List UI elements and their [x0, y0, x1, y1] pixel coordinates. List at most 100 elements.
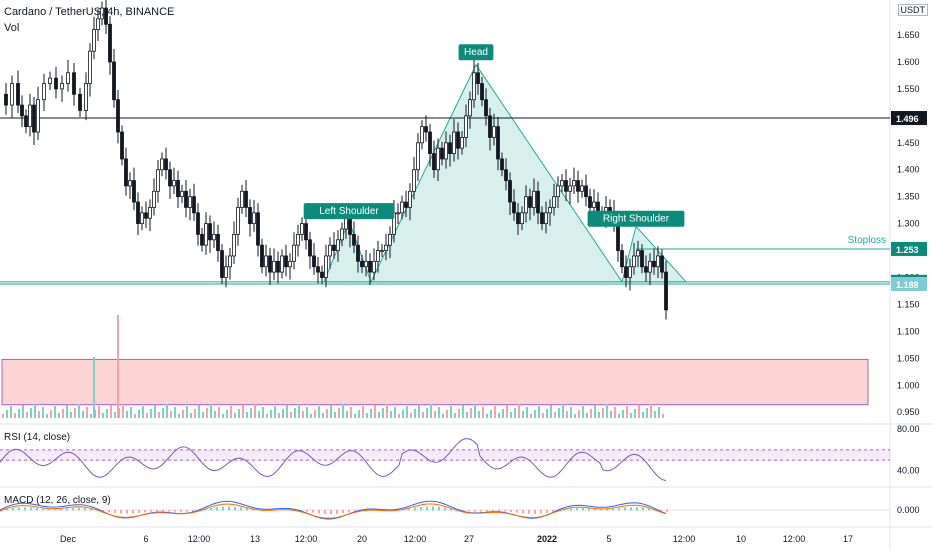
- volume-bar: [86, 407, 88, 418]
- macd-hist: [66, 508, 68, 511]
- volume-bar: [46, 414, 48, 418]
- volume-bar: [170, 411, 172, 418]
- candle-body: [196, 212, 200, 235]
- candle-body: [228, 255, 232, 268]
- volume-bar: [422, 412, 424, 418]
- volume-bar: [358, 410, 360, 418]
- macd-hist: [516, 510, 518, 513]
- candle-body: [420, 126, 424, 144]
- candle-body: [412, 169, 416, 192]
- volume-bar: [326, 409, 328, 418]
- macd-hist: [150, 510, 152, 512]
- volume-bar: [530, 414, 532, 418]
- macd-hist: [126, 510, 128, 514]
- volume-bar: [406, 406, 408, 418]
- volume-bar: [30, 408, 32, 418]
- macd-hist: [228, 506, 230, 511]
- volume-bar: [478, 411, 480, 418]
- volume-bar: [566, 411, 568, 418]
- candle-body: [628, 266, 632, 278]
- volume-bar: [270, 410, 272, 418]
- candle-body: [84, 83, 88, 111]
- macd-hist: [48, 508, 50, 511]
- volume-bar: [486, 414, 488, 418]
- volume-bar: [434, 411, 436, 418]
- volume-bar: [514, 408, 516, 418]
- time-tick-label: 12:00: [404, 534, 427, 544]
- candle-body: [340, 228, 344, 241]
- macd-hist: [348, 510, 350, 513]
- time-tick-label: 5: [606, 534, 611, 544]
- volume-bar: [510, 412, 512, 418]
- candle-body: [516, 212, 520, 225]
- candle-body: [108, 23, 112, 63]
- macd-hist: [24, 507, 26, 511]
- candle-body: [664, 271, 668, 311]
- candle-body: [400, 201, 404, 214]
- candle-body: [648, 260, 652, 273]
- candle-body: [10, 83, 14, 106]
- annotation-head: Head: [464, 47, 488, 58]
- candle-body: [316, 266, 320, 273]
- candle-body: [380, 250, 384, 252]
- candle-body: [464, 115, 468, 138]
- macd-hist: [138, 510, 140, 513]
- candle-body: [220, 250, 224, 278]
- candle-body: [536, 190, 540, 214]
- volume-bar: [586, 413, 588, 418]
- candle-body: [128, 180, 132, 187]
- candle-body: [644, 266, 648, 273]
- macd-hist: [120, 510, 122, 514]
- macd-hist: [570, 508, 572, 511]
- price-label-box: [891, 241, 927, 256]
- volume-bar: [178, 414, 180, 418]
- candle-body: [172, 180, 176, 187]
- candle-body: [112, 61, 116, 101]
- macd-hist: [72, 508, 74, 511]
- volume-bar: [174, 407, 176, 418]
- price-tick-label: 0.950: [897, 407, 920, 417]
- volume-bar: [194, 409, 196, 418]
- currency-box[interactable]: USDT: [897, 4, 928, 16]
- volume-bar: [386, 404, 388, 418]
- volume-bar: [54, 406, 56, 418]
- volume-bar: [458, 409, 460, 418]
- price-tick-label: 1.350: [897, 192, 920, 202]
- volume-bar: [246, 412, 248, 418]
- macd-title: MACD (12, 26, close, 9): [4, 495, 111, 506]
- price-label-box: [891, 276, 927, 291]
- volume-bar: [142, 406, 144, 418]
- price-tick-label: 1.300: [897, 219, 920, 229]
- candle-body: [588, 196, 592, 208]
- macd-hist: [552, 510, 554, 512]
- volume-bar: [14, 413, 16, 418]
- candle-body: [568, 185, 572, 192]
- volume-bar: [282, 409, 284, 418]
- macd-hist: [438, 506, 440, 511]
- candle-body: [120, 131, 124, 160]
- volume-bar: [498, 413, 500, 418]
- candle-body: [78, 93, 82, 111]
- volume-bar: [290, 412, 292, 418]
- macd-hist: [6, 508, 8, 511]
- volume-bar: [146, 413, 148, 418]
- candle-body: [452, 131, 456, 154]
- candle-body: [488, 115, 492, 138]
- volume-bar: [506, 405, 508, 418]
- candle-body: [324, 255, 328, 278]
- candle-body: [360, 260, 364, 268]
- macd-hist: [324, 510, 326, 514]
- candle-body: [572, 180, 576, 187]
- candle-body: [368, 260, 372, 273]
- macd-hist: [342, 510, 344, 514]
- volume-bar: [622, 410, 624, 418]
- candle-body: [292, 244, 296, 262]
- macd-hist: [522, 510, 524, 514]
- candle-body: [500, 158, 504, 171]
- volume-bar: [462, 405, 464, 418]
- candle-body: [348, 217, 352, 235]
- macd-hist: [336, 510, 338, 514]
- candle-body: [48, 77, 52, 84]
- volume-bar: [494, 406, 496, 418]
- volume-bar: [314, 410, 316, 418]
